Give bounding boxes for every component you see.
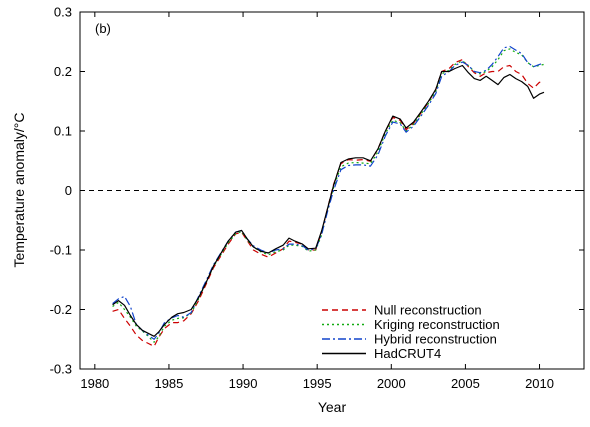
- legend-label: Kriging reconstruction: [374, 317, 500, 332]
- y-tick-label: 0.1: [54, 124, 72, 139]
- series-line-null-reconstruction: [112, 58, 545, 347]
- x-tick-label: 2010: [525, 376, 554, 391]
- legend-label: Hybrid reconstruction: [374, 332, 497, 347]
- y-tick-label: -0.1: [50, 243, 72, 258]
- y-tick-label: -0.3: [50, 362, 72, 377]
- y-tick-label: -0.2: [50, 302, 72, 317]
- series-group: [112, 45, 545, 347]
- x-axis-label: Year: [318, 399, 347, 415]
- legend-label: Null reconstruction: [374, 303, 482, 318]
- y-tick-label: 0: [65, 183, 72, 198]
- y-tick-label: 0.2: [54, 64, 72, 79]
- x-tick-label: 1990: [229, 376, 258, 391]
- x-tick-label: 2005: [451, 376, 480, 391]
- axis-ticks: [80, 11, 584, 370]
- y-tick-label: 0.3: [54, 5, 72, 20]
- panel-label: (b): [95, 21, 111, 36]
- series-line-hadcrut4: [112, 64, 545, 337]
- tick-labels: 1980 1985 1990 1995 2000 2005 2010 0.3 0.2 0.1 0 -0…: [50, 5, 554, 392]
- x-tick-label: 2000: [377, 376, 406, 391]
- x-tick-label: 1985: [154, 376, 183, 391]
- x-tick-label: 1995: [303, 376, 332, 391]
- legend-label: HadCRUT4: [374, 346, 441, 361]
- x-tick-label: 1980: [80, 376, 109, 391]
- series-line-hybrid-reconstruction: [112, 45, 545, 340]
- series-line-kriging-reconstruction: [112, 48, 545, 343]
- y-axis-label: Temperature anomaly/°C: [11, 113, 27, 268]
